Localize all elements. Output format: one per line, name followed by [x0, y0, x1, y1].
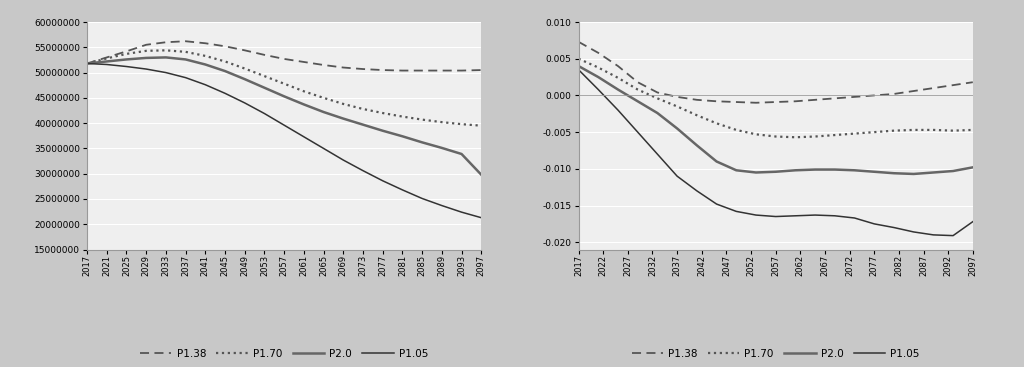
Legend: P1.38, P1.70, P2.0, P1.05: P1.38, P1.70, P2.0, P1.05 [628, 344, 924, 363]
Legend: P1.38, P1.70, P2.0, P1.05: P1.38, P1.70, P2.0, P1.05 [136, 344, 432, 363]
